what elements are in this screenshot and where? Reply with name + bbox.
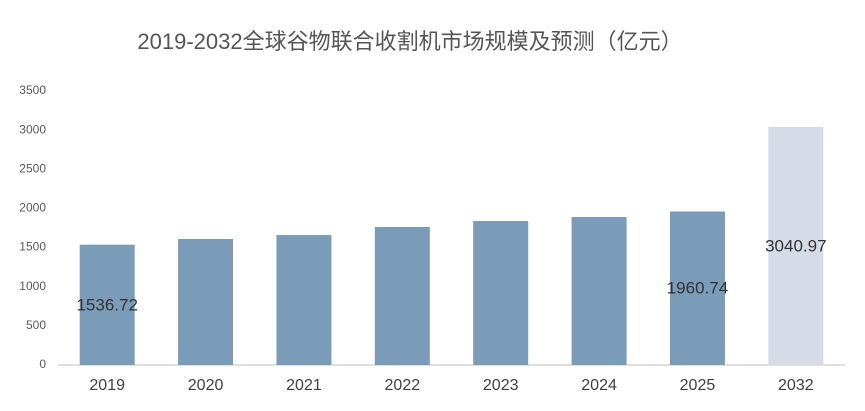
bar: [178, 238, 234, 365]
bar: [669, 211, 725, 365]
y-tick-label: 2000: [19, 201, 46, 215]
x-tick-label: 2032: [778, 377, 814, 394]
bar: [276, 235, 332, 365]
value-label: 3040.97: [765, 236, 826, 255]
value-label: 1960.74: [667, 279, 728, 298]
x-tick-label: 2019: [89, 377, 125, 394]
x-tick-label: 2020: [188, 377, 224, 394]
y-tick-label: 3500: [19, 83, 46, 97]
y-tick-label: 3000: [19, 122, 46, 136]
y-tick-label: 0: [39, 357, 46, 371]
chart-title: 2019-2032全球谷物联合收割机市场规模及预测（亿元）: [137, 29, 682, 54]
y-tick-label: 1500: [19, 240, 46, 254]
bar: [571, 217, 627, 365]
bar: [79, 244, 135, 365]
bar: [473, 221, 529, 365]
value-label: 1536.72: [76, 295, 137, 314]
x-tick-label: 2023: [483, 377, 519, 394]
x-tick-label: 2024: [581, 377, 617, 394]
bar: [374, 226, 430, 365]
y-tick-label: 2500: [19, 161, 46, 175]
y-tick-label: 1000: [19, 279, 46, 293]
x-tick-label: 2022: [385, 377, 421, 394]
y-tick-label: 500: [26, 318, 46, 332]
bar: [768, 126, 824, 366]
x-tick-label: 2021: [286, 377, 322, 394]
x-tick-label: 2025: [680, 377, 716, 394]
